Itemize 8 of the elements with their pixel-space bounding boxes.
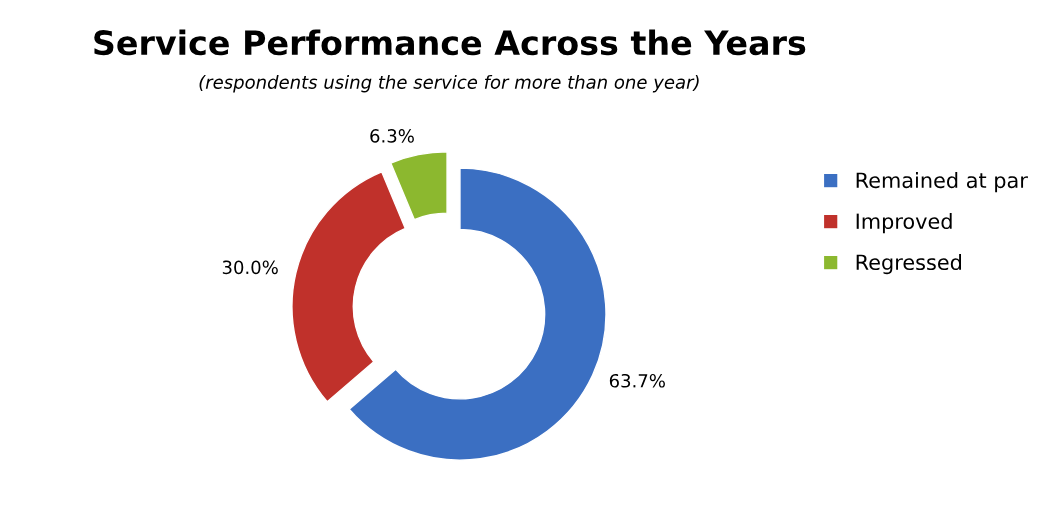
legend-label: Regressed xyxy=(856,253,961,275)
legend-label: Improved xyxy=(856,213,952,234)
data-label: 63.7% xyxy=(609,373,665,388)
chart-subtitle: (respondents using the service for more than one year) xyxy=(199,74,699,93)
legend-label: Remained at par xyxy=(856,172,1028,193)
data-label: 6.3% xyxy=(370,129,414,143)
data-label: 30.0% xyxy=(222,260,278,275)
chart-title: Service Performance Across the Years xyxy=(94,29,806,56)
